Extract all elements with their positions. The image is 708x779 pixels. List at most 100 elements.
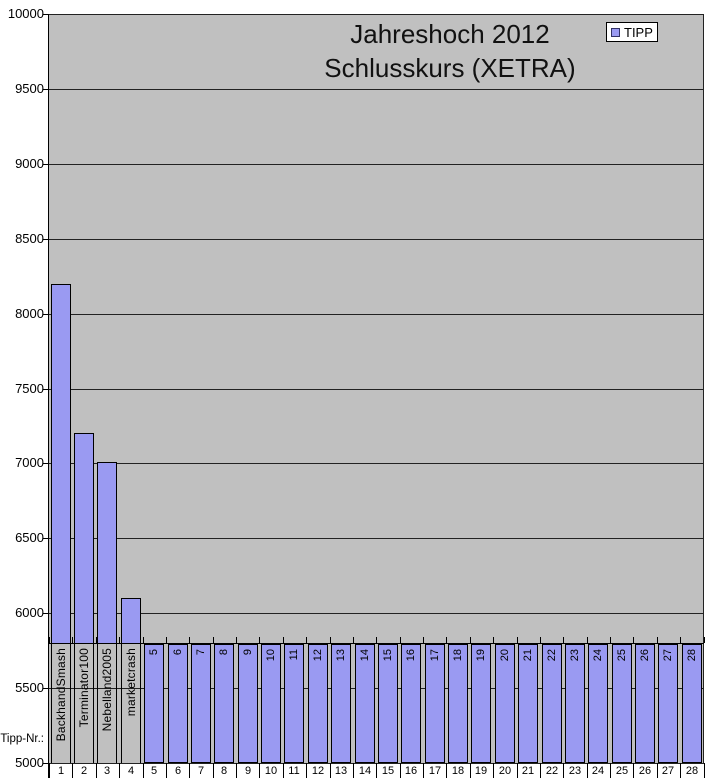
category-axis-tick xyxy=(236,637,237,643)
bar-below-axis: 21 xyxy=(518,644,538,763)
x-number-separator xyxy=(189,763,190,778)
category-axis-tick xyxy=(376,637,377,643)
bar-below-axis: 25 xyxy=(612,644,632,763)
y-axis-tick xyxy=(43,389,49,390)
category-label: Nebelland2005 xyxy=(100,648,114,732)
category-label: 22 xyxy=(546,649,558,662)
y-axis-label: 8000 xyxy=(15,306,44,321)
x-number-separator xyxy=(259,763,260,778)
bar-below-axis: 12 xyxy=(308,644,328,763)
x-axis-number: 13 xyxy=(334,765,348,777)
category-label: 5 xyxy=(148,649,160,656)
category-label: 27 xyxy=(662,649,674,662)
bar-below-axis: 8 xyxy=(214,644,234,763)
y-axis-label: 9000 xyxy=(15,156,44,171)
x-axis-number: 28 xyxy=(685,765,699,777)
y-axis-label: 8500 xyxy=(15,231,44,246)
x-axis-number: 10 xyxy=(264,765,278,777)
x-number-separator xyxy=(517,763,518,778)
category-label-cell: BackhandSmash xyxy=(51,644,71,763)
bar xyxy=(97,462,117,644)
x-axis-number: 19 xyxy=(474,765,488,777)
x-number-separator xyxy=(400,763,401,778)
x-number-separator xyxy=(493,763,494,778)
bar-below-axis: 17 xyxy=(425,644,445,763)
chart-title-line2: Schlusskurs (XETRA) xyxy=(324,53,576,83)
chart-title: Jahreshoch 2012 Schlusskurs (XETRA) xyxy=(197,17,703,85)
plot-right-border xyxy=(703,14,704,763)
category-axis-tick xyxy=(423,637,424,643)
y-axis-label: 5500 xyxy=(15,680,44,695)
x-axis-number: 14 xyxy=(358,765,372,777)
x-axis-number: 3 xyxy=(103,765,111,777)
x-number-separator xyxy=(166,763,167,778)
x-axis-number: 2 xyxy=(80,765,88,777)
bar-below-axis: 16 xyxy=(401,644,421,763)
category-axis-tick xyxy=(470,637,471,643)
bar-below-axis: 7 xyxy=(191,644,211,763)
x-number-separator xyxy=(540,763,541,778)
category-label: BackhandSmash xyxy=(54,648,68,742)
y-axis-label: 9500 xyxy=(15,81,44,96)
category-label: Terminator100 xyxy=(77,648,91,728)
category-axis-tick xyxy=(143,637,144,643)
x-axis-number: 25 xyxy=(615,765,629,777)
y-axis-tick xyxy=(43,239,49,240)
x-number-separator xyxy=(633,763,634,778)
y-axis-label: 6000 xyxy=(15,605,44,620)
category-axis-tick xyxy=(119,637,120,643)
category-label: 21 xyxy=(522,649,534,662)
category-label: marketcrash xyxy=(124,648,138,717)
category-axis-tick xyxy=(657,637,658,643)
category-label: 20 xyxy=(499,649,511,662)
category-label: 28 xyxy=(686,649,698,662)
category-axis-tick xyxy=(213,637,214,643)
category-axis-tick xyxy=(563,637,564,643)
category-axis-tick xyxy=(189,637,190,643)
legend: TIPP xyxy=(606,22,658,42)
x-number-separator xyxy=(563,763,564,778)
y-axis-label: 5000 xyxy=(15,755,44,770)
x-number-separator xyxy=(353,763,354,778)
bar xyxy=(74,433,94,644)
bar-below-axis: 20 xyxy=(495,644,515,763)
bar-below-axis: 24 xyxy=(588,644,608,763)
gridline-9000 xyxy=(48,164,704,165)
y-axis-tick xyxy=(43,688,49,689)
y-axis-tick xyxy=(43,538,49,539)
bar-below-axis: 6 xyxy=(168,644,188,763)
x-number-separator xyxy=(423,763,424,778)
category-axis-tick xyxy=(704,637,705,643)
x-axis-number: 26 xyxy=(638,765,652,777)
x-number-separator xyxy=(330,763,331,778)
x-axis-number: 6 xyxy=(174,765,182,777)
bar-below-axis: 18 xyxy=(448,644,468,763)
category-axis-tick xyxy=(587,637,588,643)
x-axis-number: 16 xyxy=(404,765,418,777)
category-label: 25 xyxy=(616,649,628,662)
x-number-separator xyxy=(236,763,237,778)
category-axis-tick xyxy=(259,637,260,643)
category-axis-tick xyxy=(680,637,681,643)
y-axis-label: 10000 xyxy=(7,6,44,21)
bar-below-axis: 23 xyxy=(565,644,585,763)
x-axis-number: 18 xyxy=(451,765,465,777)
x-number-separator xyxy=(446,763,447,778)
x-axis-number: 4 xyxy=(127,765,135,777)
x-number-separator xyxy=(213,763,214,778)
bar-below-axis: 11 xyxy=(284,644,304,763)
x-axis-number: 15 xyxy=(381,765,395,777)
category-label-cell: Nebelland2005 xyxy=(97,644,117,763)
bar-below-axis: 15 xyxy=(378,644,398,763)
y-axis-tick xyxy=(43,89,49,90)
bar-below-axis: 22 xyxy=(542,644,562,763)
category-label: 6 xyxy=(172,649,184,656)
x-number-separator xyxy=(587,763,588,778)
x-axis-number: 17 xyxy=(428,765,442,777)
category-axis-tick xyxy=(330,637,331,643)
gridline-7000 xyxy=(48,463,704,464)
bar-below-axis: 13 xyxy=(331,644,351,763)
x-axis-number: 9 xyxy=(244,765,252,777)
category-axis-tick xyxy=(517,637,518,643)
gridline-6000 xyxy=(48,613,704,614)
